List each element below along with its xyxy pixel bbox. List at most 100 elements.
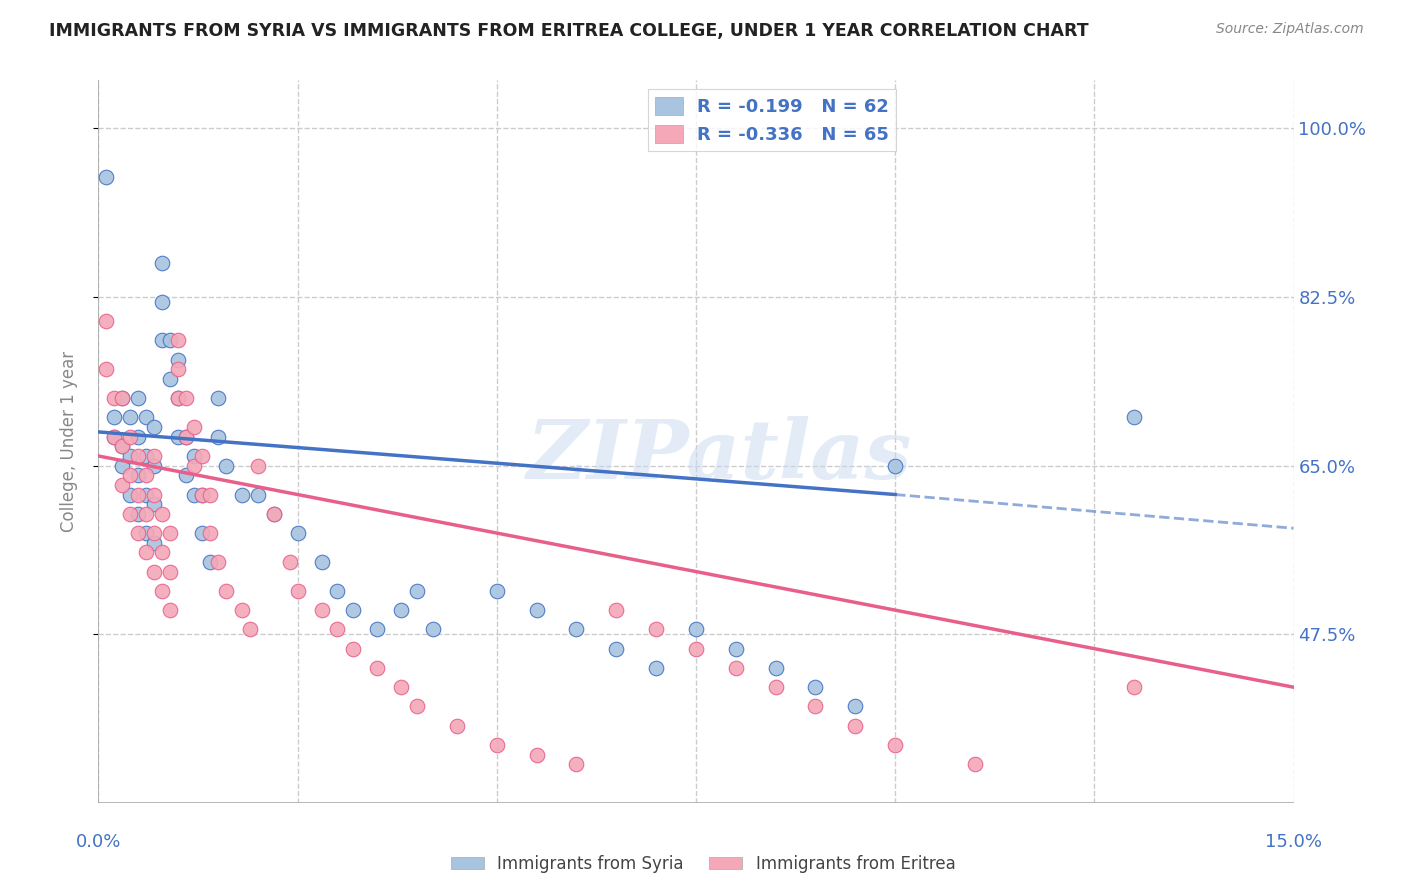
Point	[183, 458, 205, 473]
Point	[215, 583, 238, 598]
Point	[183, 449, 205, 463]
Text: 0.0%: 0.0%	[76, 833, 121, 851]
Point	[565, 757, 588, 772]
Point	[174, 468, 197, 483]
Point	[103, 430, 125, 444]
Point	[135, 526, 157, 541]
Point	[311, 603, 333, 617]
Point	[150, 294, 173, 309]
Point	[143, 487, 166, 501]
Point	[183, 420, 205, 434]
Point	[150, 583, 173, 598]
Point	[167, 352, 190, 367]
Point	[127, 430, 149, 444]
Point	[159, 526, 181, 541]
Point	[111, 391, 134, 405]
Text: Source: ZipAtlas.com: Source: ZipAtlas.com	[1216, 22, 1364, 37]
Point	[207, 391, 229, 405]
Legend: Immigrants from Syria, Immigrants from Eritrea: Immigrants from Syria, Immigrants from E…	[444, 848, 962, 880]
Point	[526, 747, 548, 762]
Point	[143, 565, 166, 579]
Y-axis label: College, Under 1 year: College, Under 1 year	[59, 351, 77, 533]
Point	[406, 699, 429, 714]
Point	[246, 487, 269, 501]
Point	[143, 420, 166, 434]
Point	[645, 623, 668, 637]
Point	[246, 458, 269, 473]
Point	[844, 699, 866, 714]
Point	[526, 603, 548, 617]
Point	[884, 458, 907, 473]
Point	[135, 468, 157, 483]
Point	[724, 661, 747, 675]
Point	[422, 623, 444, 637]
Point	[207, 555, 229, 569]
Point	[174, 430, 197, 444]
Point	[366, 661, 388, 675]
Point	[120, 487, 142, 501]
Point	[111, 439, 134, 453]
Legend: R = -0.199   N = 62, R = -0.336   N = 65: R = -0.199 N = 62, R = -0.336 N = 65	[648, 89, 896, 152]
Point	[135, 487, 157, 501]
Point	[231, 603, 253, 617]
Point	[485, 738, 508, 752]
Point	[103, 410, 125, 425]
Point	[120, 507, 142, 521]
Point	[389, 603, 412, 617]
Point	[96, 169, 118, 184]
Point	[311, 555, 333, 569]
Point	[191, 526, 214, 541]
Point	[565, 623, 588, 637]
Point	[143, 526, 166, 541]
Point	[167, 362, 190, 376]
Point	[167, 334, 190, 348]
Point	[191, 487, 214, 501]
Point	[111, 458, 134, 473]
Point	[191, 487, 214, 501]
Point	[127, 507, 149, 521]
Point	[963, 757, 986, 772]
Point	[287, 583, 309, 598]
Point	[159, 603, 181, 617]
Text: 15.0%: 15.0%	[1265, 833, 1322, 851]
Point	[159, 372, 181, 386]
Point	[127, 449, 149, 463]
Point	[150, 545, 173, 559]
Point	[127, 526, 149, 541]
Point	[111, 391, 134, 405]
Point	[326, 623, 349, 637]
Point	[135, 410, 157, 425]
Point	[278, 555, 301, 569]
Point	[143, 449, 166, 463]
Point	[215, 458, 238, 473]
Point	[239, 623, 262, 637]
Point	[804, 680, 827, 694]
Point	[143, 458, 166, 473]
Point	[167, 430, 190, 444]
Point	[844, 719, 866, 733]
Point	[191, 449, 214, 463]
Point	[198, 487, 221, 501]
Point	[120, 449, 142, 463]
Point	[120, 410, 142, 425]
Point	[150, 334, 173, 348]
Point	[96, 362, 118, 376]
Point	[159, 565, 181, 579]
Point	[645, 661, 668, 675]
Point	[485, 583, 508, 598]
Point	[342, 603, 364, 617]
Point	[1123, 410, 1146, 425]
Point	[326, 583, 349, 598]
Point	[143, 497, 166, 511]
Point	[366, 623, 388, 637]
Point	[143, 535, 166, 549]
Point	[685, 641, 707, 656]
Point	[183, 487, 205, 501]
Point	[135, 507, 157, 521]
Point	[96, 314, 118, 328]
Point	[765, 680, 787, 694]
Point	[198, 555, 221, 569]
Point	[120, 430, 142, 444]
Point	[174, 430, 197, 444]
Point	[127, 487, 149, 501]
